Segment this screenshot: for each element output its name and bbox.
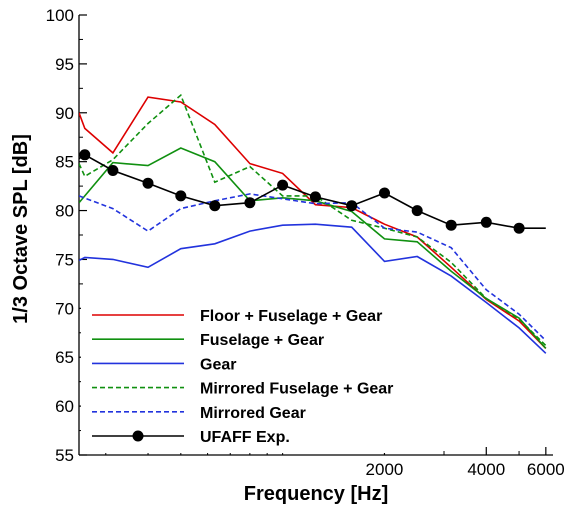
series-marker (379, 187, 390, 199)
y-tick-label: 95 (55, 55, 74, 74)
y-tick-label: 100 (46, 6, 74, 25)
y-tick-label: 55 (55, 446, 74, 465)
axes (78, 14, 553, 456)
legend-box (81, 301, 437, 453)
series-lines (79, 93, 547, 354)
x-tick-label: 6000 (527, 460, 565, 479)
series-marker (79, 149, 91, 161)
series-line-5 (79, 153, 546, 229)
series-marker (309, 191, 321, 203)
series-marker (480, 216, 492, 228)
series-line-4 (79, 193, 547, 342)
series-marker (277, 179, 289, 191)
legend-label: Mirrored Gear (200, 405, 306, 422)
y-tick-label: 60 (55, 397, 74, 416)
series-line-0 (79, 96, 547, 349)
series-marker (445, 219, 457, 231)
series-marker (411, 205, 423, 217)
x-tick-label: 2000 (366, 460, 404, 479)
y-tick-label: 65 (55, 348, 74, 367)
series-marker (209, 200, 221, 212)
y-tick-label: 80 (55, 202, 74, 221)
series-marker (346, 200, 358, 212)
series-line-2 (79, 223, 547, 354)
series-marker (142, 177, 154, 189)
y-tick-label: 90 (55, 104, 74, 123)
series-line-3 (79, 93, 547, 347)
series-marker (107, 165, 119, 176)
x-axis-title: Frequency [Hz] (244, 483, 388, 505)
legend-label: UFAFF Exp. (200, 429, 290, 446)
y-tick-label: 70 (55, 299, 74, 318)
series-marker (244, 197, 256, 209)
y-tick-label: 85 (55, 153, 74, 172)
legend-label: Floor + Fuselage + Gear (200, 308, 382, 325)
legend-label: Mirrored Fuselage + Gear (200, 381, 393, 398)
series-marker (175, 190, 187, 202)
y-axis-title: 1/3 Octave SPL [dB] (10, 134, 32, 324)
legend-marker (132, 430, 144, 442)
legend-label: Fuselage + Gear (200, 332, 324, 349)
y-tick-label: 75 (55, 250, 74, 269)
legend: Floor + Fuselage + Gear Fuselage + Gear Ge… (81, 301, 437, 453)
legend-label: Gear (200, 356, 236, 373)
tick-labels: 55 60 65 70 75 80 85 90 95 100 2000 4000 6000 (46, 6, 565, 479)
series-marker (513, 222, 525, 234)
x-tick-label: 4000 (467, 460, 505, 479)
